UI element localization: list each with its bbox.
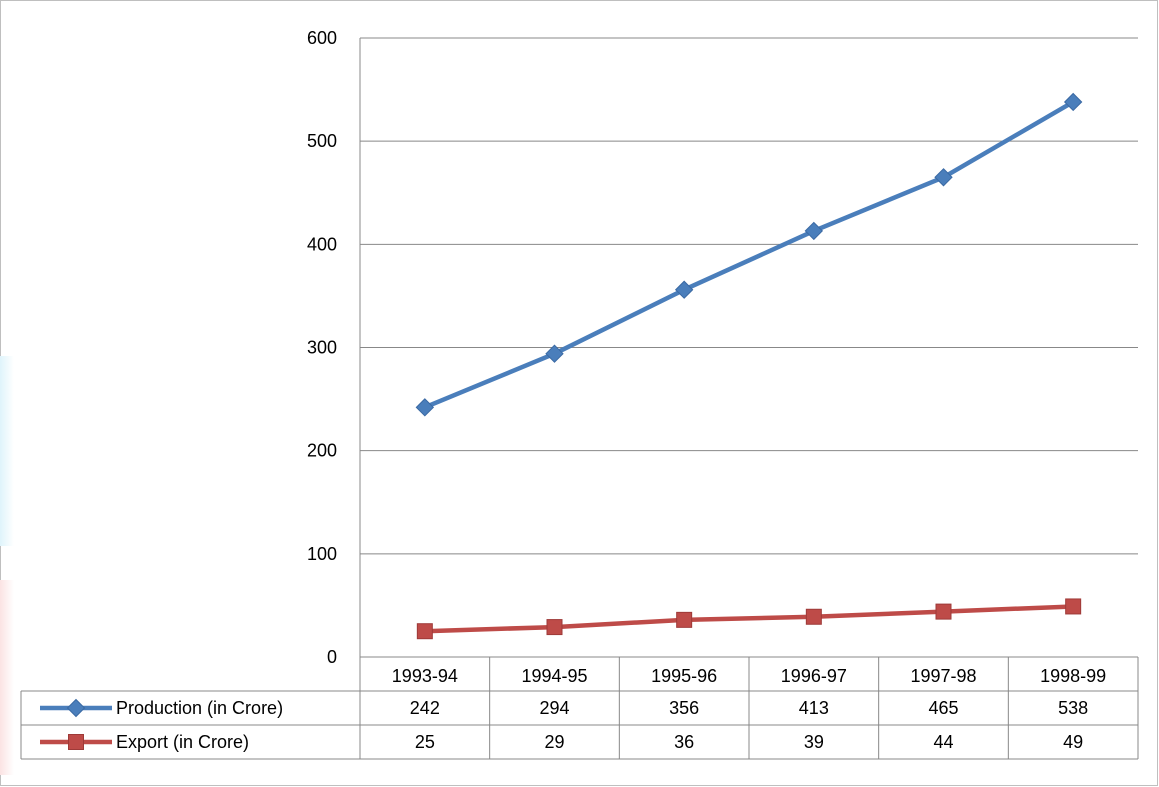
data-table-value: 538	[1058, 698, 1088, 718]
data-point	[935, 603, 952, 620]
category-label: 1993-94	[392, 666, 458, 686]
category-label: 1996-97	[781, 666, 847, 686]
category-label: 1994-95	[521, 666, 587, 686]
category-label: 1995-96	[651, 666, 717, 686]
y-tick-label: 600	[307, 28, 337, 48]
category-label: 1998-99	[1040, 666, 1106, 686]
data-point	[545, 344, 564, 363]
y-tick-label: 300	[307, 338, 337, 358]
y-tick-label: 500	[307, 131, 337, 151]
data-point	[934, 168, 953, 187]
data-table-value: 25	[415, 732, 435, 752]
data-table-value: 413	[799, 698, 829, 718]
data-point	[676, 611, 693, 628]
data-point	[805, 608, 822, 625]
data-point	[546, 619, 563, 636]
y-tick-label: 400	[307, 234, 337, 254]
background-tint-blue	[0, 356, 14, 546]
data-table-value: 356	[669, 698, 699, 718]
data-table-value: 29	[544, 732, 564, 752]
data-table-value: 465	[928, 698, 958, 718]
background-tint-pink	[0, 580, 14, 775]
y-tick-label: 100	[307, 544, 337, 564]
data-point	[415, 398, 435, 417]
data-point	[1065, 598, 1082, 615]
data-point	[804, 221, 824, 241]
data-table-value: 242	[410, 698, 440, 718]
data-table-value: 36	[674, 732, 694, 752]
legend-key-marker	[68, 734, 84, 750]
series-line	[423, 100, 1075, 410]
data-point	[674, 280, 694, 299]
data-point	[1063, 92, 1083, 112]
legend-key-marker	[66, 698, 86, 718]
legend-label: Export (in Crore)	[116, 732, 249, 752]
legend-label: Production (in Crore)	[116, 698, 283, 718]
y-tick-label: 200	[307, 441, 337, 461]
data-point	[416, 623, 433, 640]
data-table-value: 294	[539, 698, 569, 718]
category-label: 1997-98	[910, 666, 976, 686]
data-table-value: 44	[933, 732, 953, 752]
series-line	[424, 604, 1074, 634]
y-tick-label: 0	[327, 647, 337, 667]
data-table-value: 39	[804, 732, 824, 752]
data-table-value: 49	[1063, 732, 1083, 752]
